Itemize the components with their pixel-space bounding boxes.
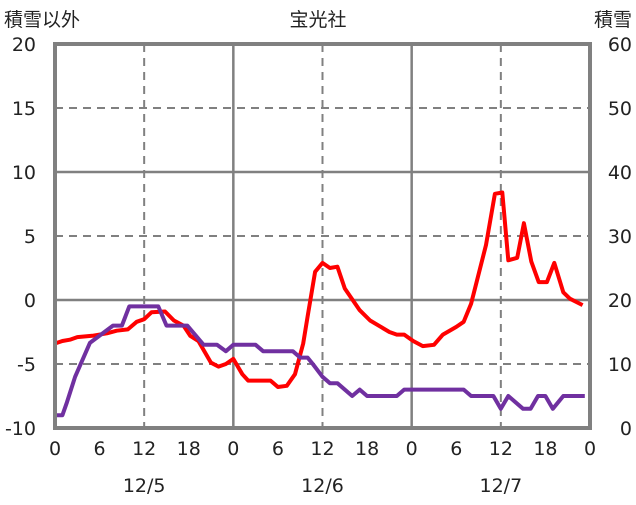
x-tick-label: 6 bbox=[94, 438, 106, 460]
x-tick-label: 0 bbox=[49, 438, 61, 460]
y-tick-left: -5 bbox=[17, 354, 36, 376]
snow-depth-line bbox=[55, 304, 585, 418]
date-label: 12/5 bbox=[123, 475, 166, 497]
x-tick-label: 6 bbox=[272, 438, 284, 460]
x-tick-label: 0 bbox=[227, 438, 239, 460]
x-tick-label: 12 bbox=[489, 438, 513, 460]
y-tick-right: 30 bbox=[608, 226, 632, 248]
y-tick-left: 0 bbox=[24, 290, 36, 312]
right-axis-label: 積雪 bbox=[594, 9, 632, 31]
series-lines bbox=[54, 190, 585, 418]
y-tick-right: 40 bbox=[608, 162, 632, 184]
x-tick-label: 18 bbox=[355, 438, 379, 460]
y-tick-right: 10 bbox=[608, 354, 632, 376]
x-tick-label: 0 bbox=[584, 438, 596, 460]
temperature-line bbox=[54, 190, 584, 389]
x-tick-label: 6 bbox=[450, 438, 462, 460]
x-tick-label: 12 bbox=[132, 438, 156, 460]
y-tick-right: 60 bbox=[608, 34, 632, 56]
y-tick-left: 20 bbox=[12, 34, 36, 56]
y-tick-right: 0 bbox=[620, 418, 632, 440]
x-tick-label: 18 bbox=[177, 438, 201, 460]
y-tick-right: 20 bbox=[608, 290, 632, 312]
grid bbox=[55, 44, 590, 428]
x-tick-label: 18 bbox=[533, 438, 557, 460]
y-tick-left: 10 bbox=[12, 162, 36, 184]
y-tick-left: 5 bbox=[24, 226, 36, 248]
chart-title: 宝光社 bbox=[289, 9, 346, 31]
y-tick-right: 50 bbox=[608, 98, 632, 120]
y-tick-left: 15 bbox=[12, 98, 36, 120]
plot-frame bbox=[53, 42, 592, 430]
y-tick-left: -10 bbox=[5, 418, 36, 440]
left-axis-label: 積雪以外 bbox=[4, 9, 80, 31]
date-label: 12/7 bbox=[479, 475, 522, 497]
x-tick-label: 0 bbox=[406, 438, 418, 460]
x-tick-label: 12 bbox=[310, 438, 334, 460]
date-label: 12/6 bbox=[301, 475, 344, 497]
